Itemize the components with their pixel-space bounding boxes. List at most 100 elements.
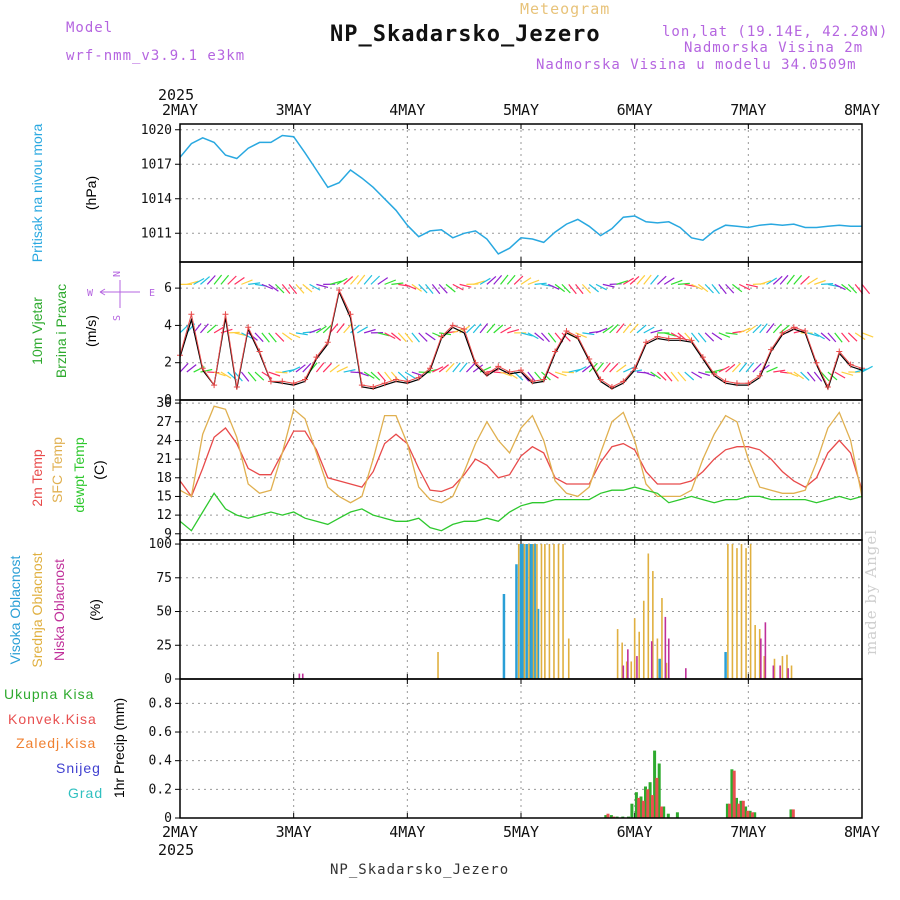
wind-arrow xyxy=(718,365,730,373)
model-label: Model xyxy=(66,20,114,36)
wind-arrow xyxy=(363,274,373,285)
wind-arrow xyxy=(548,283,560,290)
wind-arrow xyxy=(541,332,550,343)
temp-sfc-ylabel: SFC Temp xyxy=(49,437,65,503)
pressure-ylabel: Pritisak na nivou mora xyxy=(29,124,45,263)
wind-arrow xyxy=(179,362,189,373)
wind-arrow xyxy=(738,362,748,373)
precip-legend-item: Zaledj.Kisa xyxy=(16,735,96,751)
wind-gust-marker xyxy=(847,361,854,368)
wind-arrow xyxy=(643,326,655,334)
wind-arrow xyxy=(861,283,871,295)
wind-arrow xyxy=(377,277,389,285)
wind-arrow xyxy=(656,275,667,285)
wind-arrow xyxy=(500,274,509,285)
wind-arrow xyxy=(622,323,632,334)
wind-gust-marker xyxy=(711,370,718,377)
wind-arrow xyxy=(718,284,727,295)
wind-arrow xyxy=(411,283,422,292)
wind-gust-marker xyxy=(779,329,786,336)
wind-arrow xyxy=(793,371,805,380)
wind-arrow xyxy=(459,283,472,288)
wind-arrow xyxy=(554,371,567,377)
wind-arrow xyxy=(698,371,710,377)
wind-arrow xyxy=(384,371,393,382)
wind-gust-marker xyxy=(813,359,820,366)
wind-arrow xyxy=(663,277,675,285)
wind-arrow xyxy=(534,282,547,285)
wind-arrow xyxy=(500,326,512,334)
wind-gust-marker xyxy=(267,378,274,385)
wind-gust-marker xyxy=(836,348,843,355)
wind-arrow xyxy=(261,371,273,380)
precip-legend-item: Ukupna Kisa xyxy=(4,686,94,702)
date-label-bottom: 5MAY xyxy=(503,823,539,841)
wind-arrow xyxy=(186,280,199,285)
date-label-bottom: 4MAY xyxy=(389,823,425,841)
y-tick-label: 6 xyxy=(164,281,172,296)
y-tick-label: 9 xyxy=(164,527,172,542)
wind-arrow xyxy=(431,284,441,295)
wind-arrow xyxy=(322,362,332,373)
wind-arrow xyxy=(806,371,816,382)
wind-arrow xyxy=(281,283,291,294)
wind-arrow xyxy=(636,274,646,285)
wind-arrow xyxy=(786,371,799,377)
wind-arrow xyxy=(384,332,396,340)
wind-arrow xyxy=(752,363,762,373)
wind-arrow xyxy=(629,275,640,285)
compass-e: E xyxy=(149,288,155,299)
compass-w: W xyxy=(87,288,94,299)
wind-arrow xyxy=(309,328,322,334)
wind-arrow xyxy=(302,283,313,293)
wind-arrow xyxy=(234,332,247,337)
model-name: wrf-nmm_v3.9.1 e3km xyxy=(66,48,246,64)
wind-arrow xyxy=(820,332,831,342)
wind-arrow xyxy=(329,364,340,373)
wind-arrow xyxy=(834,332,843,343)
wind-arrow xyxy=(855,368,867,373)
total-precip-bar xyxy=(789,809,793,818)
wind-arrow xyxy=(663,371,673,382)
wind-arrow xyxy=(452,283,464,291)
y-tick-label: 18 xyxy=(156,471,172,486)
wind-arrow xyxy=(745,325,757,334)
wind-arrow xyxy=(772,323,782,334)
wind-arrow xyxy=(718,332,731,338)
wind-arrow xyxy=(295,364,306,373)
panel-frame xyxy=(179,678,863,819)
wind-gust-marker xyxy=(518,367,524,374)
wind-arrow xyxy=(186,364,197,373)
wind-arrow xyxy=(691,283,703,291)
wind-arrow xyxy=(677,371,687,382)
wind-gust-marker xyxy=(370,383,377,390)
wind-arrow xyxy=(397,332,407,343)
wind-arrow xyxy=(200,368,213,373)
wind-arrow xyxy=(493,275,503,285)
date-label-bottom: 8MAY xyxy=(844,823,880,841)
wind-gust-marker xyxy=(188,311,195,318)
wind-arrow xyxy=(739,327,751,334)
wind-arrow xyxy=(745,283,758,288)
wind-arrow xyxy=(472,364,484,373)
wind-arrow xyxy=(561,371,574,374)
wind-arrow xyxy=(240,371,250,382)
wind-arrow xyxy=(786,274,795,285)
high-cloud-ylabel: Visoka Oblacnost xyxy=(7,556,23,665)
wind-arrow xyxy=(745,362,755,373)
wind-arrow xyxy=(329,323,339,334)
wind-arrow xyxy=(438,364,449,373)
wind-arrow xyxy=(766,323,775,334)
wind-arrow xyxy=(725,283,735,294)
y-tick-label: 1020 xyxy=(141,123,172,138)
wind-arrow xyxy=(575,366,587,373)
wind-arrow xyxy=(500,371,513,377)
y-tick-label: 24 xyxy=(156,433,172,448)
wind-arrow xyxy=(206,324,217,334)
wind-gust-marker xyxy=(483,370,490,377)
wind-arrow xyxy=(554,283,566,293)
wind-arrow xyxy=(691,332,700,343)
wind-gust-marker xyxy=(279,378,286,385)
wind-arrow xyxy=(486,275,497,285)
